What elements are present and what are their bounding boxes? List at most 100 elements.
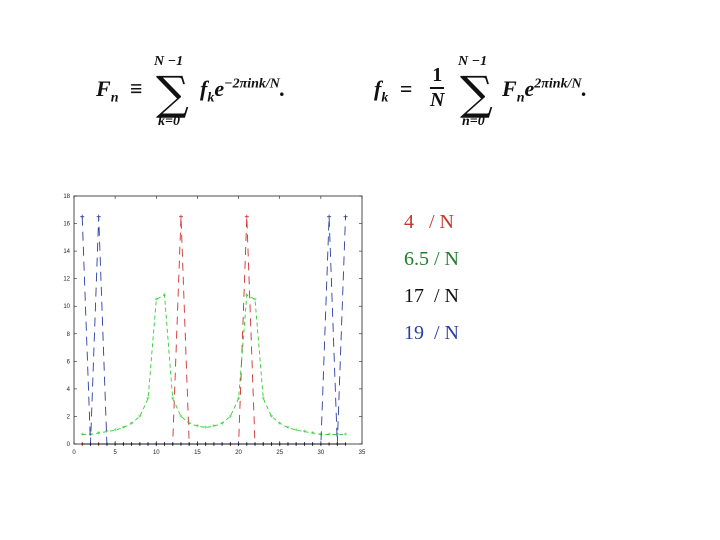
inverse-eq: =	[399, 76, 413, 101]
data-point: *	[212, 423, 216, 431]
data-point: *	[344, 431, 348, 439]
x-tick-label: 10	[153, 450, 160, 456]
y-tick-label: 6	[67, 359, 71, 365]
data-point	[130, 443, 133, 445]
data-point	[254, 443, 256, 445]
inverse-term: F	[502, 76, 517, 101]
data-point	[155, 443, 158, 445]
data-point	[196, 443, 199, 445]
data-point	[122, 443, 125, 445]
inverse-sum-lower: n=0	[462, 114, 485, 129]
y-tick-label: 4	[67, 387, 71, 393]
data-point: *	[138, 413, 142, 421]
data-point: *	[105, 429, 109, 437]
data-point	[204, 443, 207, 445]
x-tick-label: 0	[72, 450, 76, 456]
data-point	[147, 443, 149, 445]
x-tick-label: 20	[235, 450, 242, 456]
inverse-lhs-sub: k	[381, 90, 389, 106]
data-point	[180, 443, 182, 445]
data-point: *	[278, 420, 282, 428]
data-point	[171, 443, 174, 445]
inverse-term-sub: n	[516, 90, 525, 106]
y-tick-label: 0	[67, 442, 71, 448]
y-tick-label: 18	[63, 194, 70, 200]
data-point: *	[171, 396, 175, 404]
data-point: *	[270, 413, 274, 421]
legend-entry: 17 / N	[404, 285, 459, 307]
y-tick-label: 16	[63, 222, 70, 228]
forward-lhs-sub: n	[110, 90, 119, 106]
forward-sigma-icon: ∑	[156, 66, 189, 120]
legend-entry: 4 / N	[404, 211, 454, 233]
y-tick-label: 8	[67, 332, 71, 338]
data-point	[336, 443, 339, 445]
inverse-fraction: 1 N	[430, 64, 445, 112]
x-tick-label: 5	[113, 450, 117, 456]
forward-dft-formula: Fn ≡ N −1 ∑ k=0 fke−2πink/N.	[96, 54, 346, 130]
data-point: *	[262, 396, 266, 404]
inverse-tail: .	[581, 76, 588, 101]
y-tick-label: 10	[63, 304, 70, 310]
data-point	[96, 214, 101, 219]
data-point: *	[130, 420, 134, 428]
x-tick-label: 35	[359, 450, 366, 456]
x-tick-label: 15	[194, 450, 201, 456]
data-point	[237, 443, 240, 445]
inverse-frac-num: 1	[430, 64, 445, 89]
data-point: *	[196, 423, 200, 431]
forward-equiv: ≡	[129, 76, 143, 101]
y-tick-label: 14	[63, 249, 70, 255]
data-point	[245, 443, 248, 445]
data-point	[97, 443, 100, 445]
inverse-frac-den: N	[430, 89, 445, 111]
data-point	[188, 443, 191, 445]
data-point: *	[220, 420, 224, 428]
data-point	[295, 443, 298, 445]
data-point: *	[155, 296, 159, 304]
data-point: *	[237, 396, 241, 404]
forward-term: f	[200, 76, 208, 101]
data-point: *	[303, 429, 307, 437]
forward-exponent: −2πink/N	[224, 76, 280, 92]
data-point: *	[229, 413, 233, 421]
data-point: *	[97, 430, 101, 438]
data-point	[80, 214, 85, 219]
inverse-lhs: f	[374, 76, 382, 101]
data-point	[244, 214, 249, 219]
series-line	[82, 294, 346, 435]
data-point: *	[187, 420, 191, 428]
data-point	[221, 443, 224, 445]
inverse-dft-formula: fk = 1 N N −1 ∑ n=0 Fne2πink/N.	[370, 54, 620, 130]
data-point	[138, 443, 141, 445]
data-point	[262, 443, 265, 445]
inverse-sum-upper: N −1	[458, 54, 488, 69]
data-point: *	[286, 424, 290, 432]
data-point	[178, 214, 183, 219]
data-point: *	[122, 424, 126, 432]
inverse-sigma-icon: ∑	[460, 66, 493, 120]
data-point	[212, 443, 215, 445]
data-point	[106, 443, 108, 445]
data-point	[114, 443, 117, 445]
y-tick-label: 2	[67, 414, 71, 420]
data-point: *	[179, 413, 183, 421]
data-point: *	[80, 431, 84, 439]
data-point: *	[336, 431, 340, 439]
data-point	[270, 443, 273, 445]
legend-entry: 6.5 / N	[404, 248, 459, 270]
dft-magnitude-plot: 0 5 10 15 20 25 30 35 0 2 4 6 8 10 12 14 16 18 * * * * * * * * * * *…	[63, 194, 366, 456]
plot-frame	[73, 195, 363, 445]
data-point: *	[245, 292, 249, 300]
data-point	[327, 214, 332, 219]
data-point	[278, 443, 281, 445]
data-point: *	[294, 427, 298, 435]
inverse-exponent: 2πink/N	[534, 76, 582, 92]
legend-entry: 19 / N	[404, 322, 459, 344]
data-point	[229, 443, 232, 445]
forward-tail: .	[279, 76, 286, 101]
forward-exp-base: e	[214, 76, 225, 101]
x-tick-label: 25	[276, 450, 283, 456]
forward-lhs: F	[96, 76, 111, 101]
data-point	[319, 443, 322, 445]
